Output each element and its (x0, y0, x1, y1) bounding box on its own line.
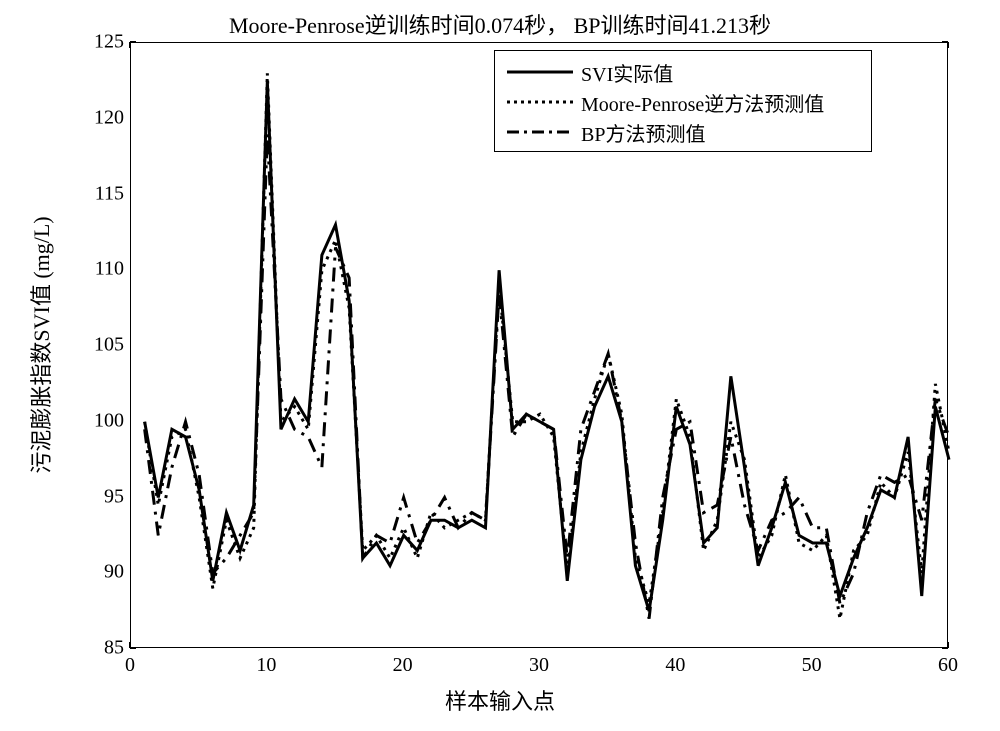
x-tick-label: 20 (393, 654, 413, 677)
legend-row-svi: SVI实际值 (505, 57, 861, 87)
y-tick-label: 110 (74, 258, 124, 281)
legend-row-bp: BP方法预测值 (505, 117, 861, 147)
x-tick-label: 0 (125, 654, 135, 677)
x-tick-label: 30 (529, 654, 549, 677)
x-axis-label: 样本输入点 (0, 684, 1000, 716)
y-tick-label: 90 (74, 561, 124, 584)
y-tick-label: 85 (74, 637, 124, 660)
y-tick-label: 105 (74, 334, 124, 357)
x-tick-label: 50 (802, 654, 822, 677)
y-tick-label: 115 (74, 182, 124, 205)
y-tick-label: 125 (74, 31, 124, 54)
x-tick-label: 40 (665, 654, 685, 677)
legend-box: SVI实际值 Moore-Penrose逆方法预测值 BP方法预测值 (494, 50, 872, 152)
x-tick-label: 10 (256, 654, 276, 677)
legend-swatch-solid (505, 60, 575, 84)
legend-label-svi: SVI实际值 (581, 58, 673, 87)
legend-row-moore: Moore-Penrose逆方法预测值 (505, 87, 861, 117)
legend-label-moore: Moore-Penrose逆方法预测值 (581, 88, 824, 117)
x-tick-label: 60 (938, 654, 958, 677)
legend-label-bp: BP方法预测值 (581, 118, 705, 147)
y-tick-label: 120 (74, 106, 124, 129)
y-axis-label: 污泥膨胀指数SVI值 (mg/L) (24, 216, 56, 473)
y-tick-label: 100 (74, 409, 124, 432)
legend-swatch-dotted (505, 90, 575, 114)
y-tick-label: 95 (74, 485, 124, 508)
chart-container: Moore-Penrose逆训练时间0.074秒， BP训练时间41.213秒 … (0, 0, 1000, 731)
legend-swatch-dashdot (505, 120, 575, 144)
chart-title: Moore-Penrose逆训练时间0.074秒， BP训练时间41.213秒 (0, 8, 1000, 40)
